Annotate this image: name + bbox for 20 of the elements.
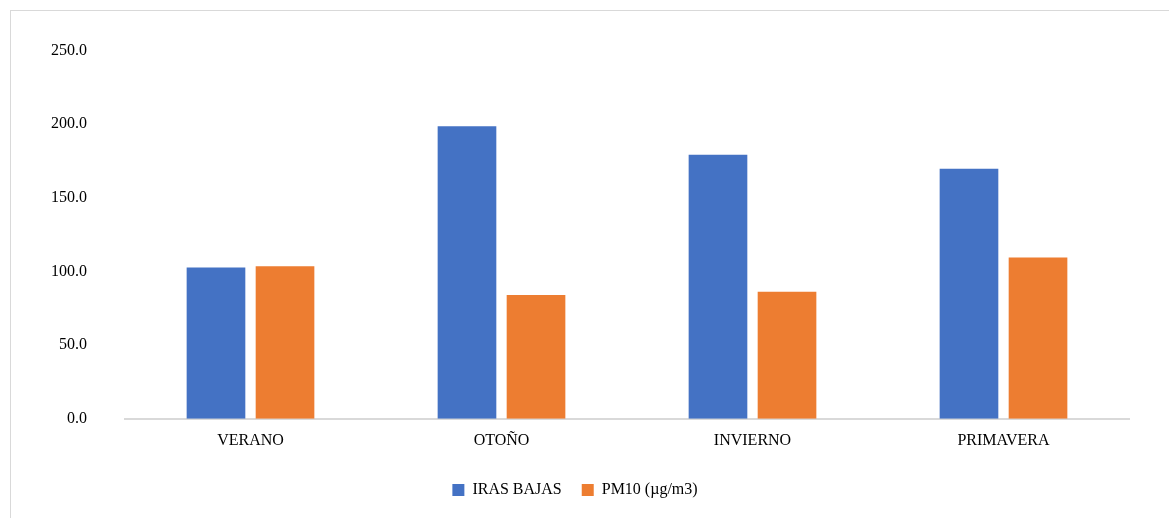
bar [506, 295, 566, 419]
bar [757, 291, 817, 419]
legend-label: IRAS BAJAS [472, 480, 562, 498]
bar [939, 168, 999, 419]
y-tick-label: 0.0 [67, 409, 87, 426]
x-tick-label: VERANO [217, 430, 284, 448]
bar [437, 126, 497, 419]
bar [688, 154, 748, 419]
bar [1008, 257, 1068, 419]
y-tick-label: 250.0 [51, 40, 87, 58]
bar [186, 267, 246, 419]
x-tick-label: PRIMAVERA [957, 430, 1051, 448]
x-tick-label: INVIERNO [713, 430, 792, 448]
x-tick-label: OTOÑO [473, 430, 530, 448]
legend-label: PM10 (µg/m3) [601, 480, 698, 499]
bar [255, 266, 315, 419]
y-tick-label: 200.0 [51, 114, 87, 132]
y-tick-label: 100.0 [51, 261, 87, 279]
y-tick-label: 150.0 [51, 188, 87, 206]
y-tick-label: 50.0 [59, 335, 87, 353]
